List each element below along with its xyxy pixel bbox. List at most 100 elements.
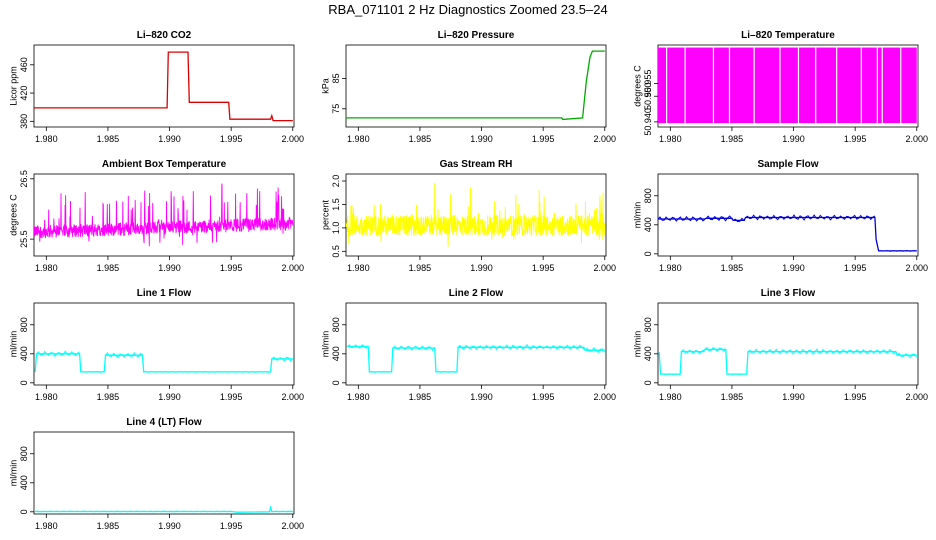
y-tick-label: 0 [331, 380, 341, 385]
y-axis-label: ml/min [632, 331, 642, 358]
y-axis-label: percent [320, 199, 330, 230]
chart-panel: Sample Flow 1.980 1.985 1.990 1.995 2.000 0 400… [632, 154, 928, 282]
x-tick-label: 1.980 [347, 392, 370, 402]
y-tick-label: 460 [19, 57, 29, 72]
x-tick-label: 1.990 [158, 521, 181, 531]
x-tick-label: 1.995 [532, 392, 555, 402]
plot-frame [345, 44, 607, 128]
series-band [658, 47, 917, 124]
x-tick-label: 2.000 [594, 134, 617, 144]
x-tick-label: 1.980 [35, 392, 58, 402]
chart-title: Li–820 Pressure [438, 30, 515, 41]
series-line [34, 51, 293, 122]
x-tick-label: 1.985 [721, 263, 744, 273]
chart-panel: Line 2 Flow 1.980 1.985 1.990 1.995 2.000 0 400… [320, 283, 616, 411]
y-tick-label: 50.940 [643, 108, 653, 136]
y-tick-label: 800 [643, 188, 653, 203]
series-group [34, 51, 293, 122]
x-tick-label: 1.990 [158, 134, 181, 144]
x-tick-label: 1.990 [782, 392, 805, 402]
series-ripple [660, 346, 918, 375]
series-line [347, 345, 605, 373]
series-line [35, 505, 293, 513]
plot-frame [345, 302, 607, 386]
chart-svg: Li–820 Pressure 1.980 1.985 1.990 1.995 2.000… [320, 30, 617, 144]
x-tick-label: 1.985 [97, 521, 120, 531]
x-tick-label: 1.985 [721, 134, 744, 144]
x-tick-label: 1.995 [220, 521, 243, 531]
y-tick-label: 400 [331, 346, 341, 361]
y-tick-label: 0 [643, 380, 653, 385]
series-ripple [35, 510, 293, 513]
x-tick-label: 2.000 [282, 134, 305, 144]
y-tick-label: 1.5 [331, 198, 341, 211]
x-tick-label: 1.995 [844, 263, 867, 273]
chart-title: Sample Flow [757, 159, 818, 170]
plot-frame [33, 173, 295, 257]
y-axis-label: ml/min [320, 331, 330, 358]
x-tick-label: 1.985 [409, 134, 432, 144]
x-tick-label: 1.995 [220, 263, 243, 273]
y-tick-label: 0 [19, 509, 29, 514]
plot-frame [657, 302, 919, 386]
y-tick-label: 50.955 [643, 70, 653, 98]
series-group [34, 183, 294, 247]
y-tick-label: 0 [19, 380, 29, 385]
y-tick-label: 2.0 [331, 175, 341, 188]
y-axis-label: ml/min [8, 331, 18, 358]
y-axis-label: Licor ppm [8, 66, 18, 106]
y-tick-label: 0.5 [331, 245, 341, 258]
x-tick-label: 1.990 [782, 134, 805, 144]
chart-svg: Line 2 Flow 1.980 1.985 1.990 1.995 2.000 0 400… [320, 288, 617, 402]
y-tick-label: 25.5 [19, 230, 29, 248]
y-tick-label: 26.5 [19, 170, 29, 188]
y-tick-label: 800 [19, 317, 29, 332]
chart-panel: Li–820 Temperature 1.980 1.985 1.990 1.995 2.… [632, 25, 928, 153]
plot-frame [33, 431, 295, 515]
chart-title: Gas Stream RH [440, 159, 513, 170]
x-tick-label: 2.000 [906, 263, 929, 273]
x-tick-label: 1.990 [158, 392, 181, 402]
chart-svg: Line 3 Flow 1.980 1.985 1.990 1.995 2.000 0 400… [632, 288, 929, 402]
x-tick-label: 1.995 [532, 263, 555, 273]
y-tick-label: 380 [19, 114, 29, 129]
x-tick-label: 1.980 [35, 134, 58, 144]
series-group [346, 182, 606, 247]
series-group [35, 505, 293, 513]
x-tick-label: 2.000 [282, 521, 305, 531]
x-tick-label: 2.000 [594, 392, 617, 402]
x-tick-label: 1.980 [659, 263, 682, 273]
x-tick-label: 1.990 [782, 263, 805, 273]
series-line [658, 348, 917, 375]
chart-panel: Line 3 Flow 1.980 1.985 1.990 1.995 2.000 0 400… [632, 283, 928, 411]
chart-title: Line 1 Flow [137, 288, 192, 299]
chart-title: Line 2 Flow [449, 288, 504, 299]
x-tick-label: 1.980 [35, 521, 58, 531]
x-tick-label: 1.990 [470, 392, 493, 402]
series-line [34, 183, 294, 247]
x-tick-label: 2.000 [906, 392, 929, 402]
x-tick-label: 1.990 [470, 134, 493, 144]
chart-svg: Gas Stream RH 1.980 1.985 1.990 1.995 2.000 0.… [320, 159, 616, 273]
plot-frame [345, 173, 607, 257]
y-tick-label: 75 [331, 104, 341, 114]
y-axis-label: kPa [320, 78, 330, 94]
series-group [346, 343, 606, 373]
chart-panel: Line 1 Flow 1.980 1.985 1.990 1.995 2.000 0 400… [8, 283, 304, 411]
chart-panel: Li–820 CO2 1.980 1.985 1.990 1.995 2.000 380 42… [8, 25, 304, 153]
y-tick-label: 800 [331, 317, 341, 332]
chart-svg: Line 1 Flow 1.980 1.985 1.990 1.995 2.000 0 400… [8, 288, 304, 402]
series-group [346, 50, 605, 121]
series-ripple [36, 350, 294, 373]
x-tick-label: 2.000 [906, 134, 929, 144]
y-axis-label: degrees C [632, 65, 642, 107]
x-tick-label: 1.995 [220, 134, 243, 144]
series-line [658, 216, 917, 252]
plot-frame [657, 173, 919, 257]
series-line [346, 50, 605, 121]
x-tick-label: 1.980 [659, 392, 682, 402]
chart-title: Li–820 CO2 [137, 30, 192, 41]
chart-svg: Li–820 Temperature 1.980 1.985 1.990 1.995 2.… [632, 30, 929, 144]
series-line [346, 182, 606, 247]
x-tick-label: 1.995 [844, 134, 867, 144]
